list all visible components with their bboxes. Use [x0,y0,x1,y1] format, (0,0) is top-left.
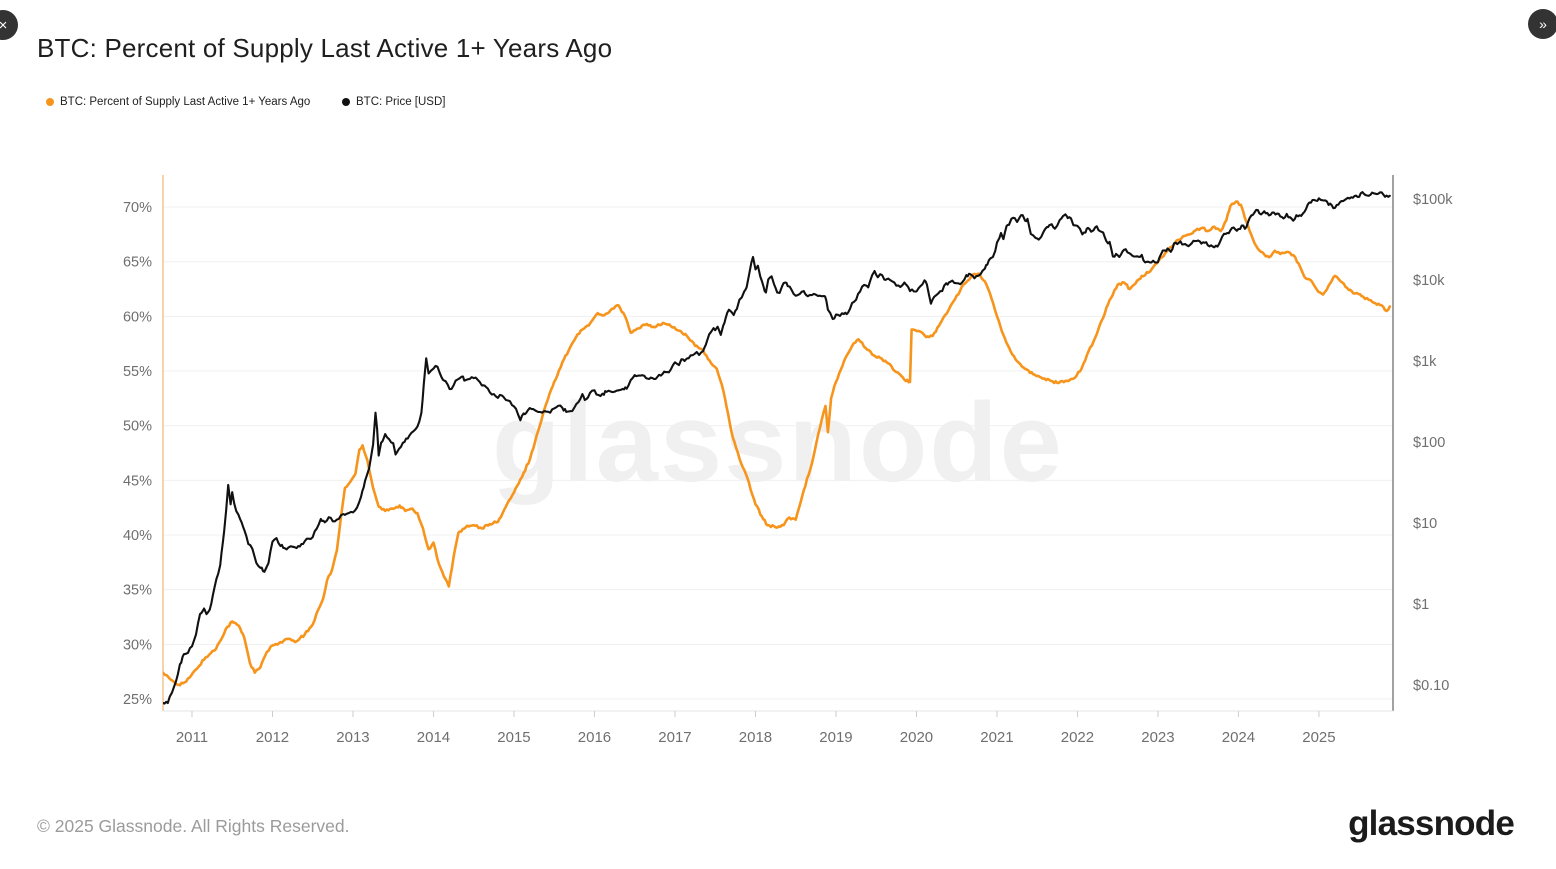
y-left-tick-label: 55% [123,364,152,380]
expand-button[interactable]: » [1528,9,1556,39]
y-left-tick-label: 65% [123,255,152,271]
legend-supply-label: BTC: Percent of Supply Last Active 1+ Ye… [60,96,311,108]
series-supply-line [163,200,1392,687]
x-tick-label: 2022 [1061,729,1094,746]
y-left-tick-label: 50% [123,419,152,435]
y-right-tick-label: $10k [1413,273,1445,289]
x-tick-label: 2015 [497,729,530,746]
x-tick-label: 2024 [1222,729,1255,746]
price-series-dot-icon [342,98,350,106]
y-left-tick-label: 45% [123,473,152,489]
close-icon: × [0,16,8,34]
legend-item-price[interactable]: BTC: Price [USD] [342,96,445,108]
x-tick-label: 2011 [176,729,208,746]
y-right-tick-label: $0.10 [1413,678,1449,694]
x-tick-label: 2023 [1141,729,1174,746]
x-tick-label: 2013 [336,729,369,746]
legend-price-label: BTC: Price [USD] [356,96,446,108]
supply-series-dot-icon [46,98,54,106]
x-tick-label: 2025 [1302,729,1335,746]
y-left-tick-label: 35% [123,583,152,599]
y-left-tick-label: 70% [123,200,152,216]
x-tick-label: 2012 [256,729,289,746]
close-button[interactable]: × [0,10,18,40]
chevrons-right-icon: » [1539,16,1547,32]
x-tick-label: 2017 [658,729,691,746]
glassnode-logo[interactable]: glassnode [1348,804,1515,843]
x-tick-label: 2018 [739,729,772,746]
y-right-tick-label: $10 [1413,516,1437,532]
y-left-tick-label: 40% [123,528,152,544]
y-left-tick-label: 60% [123,309,152,325]
y-left-tick-label: 25% [123,692,152,708]
y-right-tick-label: $100k [1413,192,1453,208]
page-title: BTC: Percent of Supply Last Active 1+ Ye… [37,33,613,63]
x-tick-label: 2016 [578,729,611,746]
x-tick-label: 2021 [980,729,1013,746]
copyright-text: © 2025 Glassnode. All Rights Reserved. [37,816,350,836]
y-left-tick-label: 30% [123,637,152,653]
legend-item-supply[interactable]: BTC: Percent of Supply Last Active 1+ Ye… [46,96,310,108]
x-tick-label: 2019 [819,729,852,746]
y-right-tick-label: $1 [1413,597,1429,613]
x-tick-label: 2014 [417,729,450,746]
y-right-tick-label: $100 [1413,435,1445,451]
x-tick-label: 2020 [900,729,933,746]
y-right-tick-label: $1k [1413,354,1437,370]
series-price-line [163,191,1391,705]
